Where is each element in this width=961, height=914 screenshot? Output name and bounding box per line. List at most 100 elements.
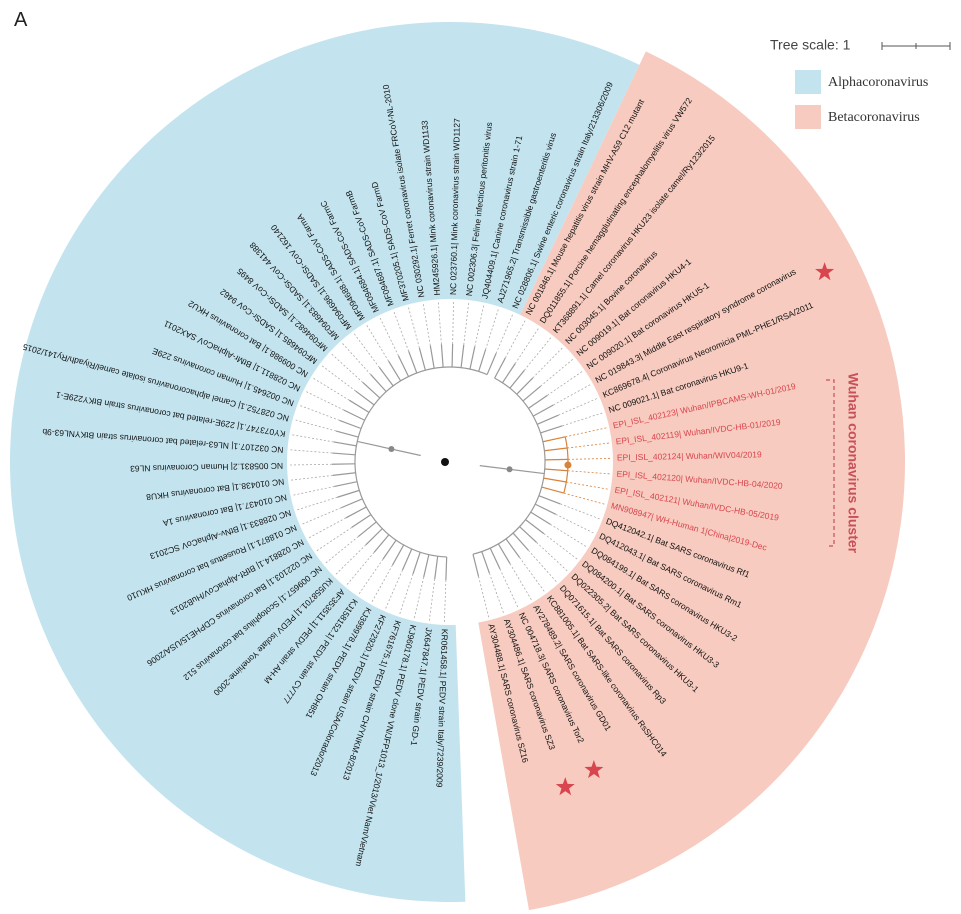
branch [345, 506, 367, 519]
leaf-branch [345, 552, 375, 587]
leaf-branch [495, 312, 514, 354]
leaf-branch [330, 352, 364, 383]
leaf-branch [298, 404, 340, 421]
leaf-branch [413, 576, 425, 621]
branch [530, 511, 551, 525]
leaf-branch [563, 492, 607, 506]
branch [418, 347, 426, 371]
branch [469, 346, 476, 370]
branch [472, 554, 480, 577]
leaf-branch [384, 569, 403, 611]
branch [532, 404, 554, 417]
leaf-branch [567, 442, 611, 449]
leaf-branch [560, 503, 602, 520]
branch [494, 357, 506, 379]
leaf-branch [540, 357, 575, 387]
branch [486, 353, 497, 375]
leaf-branch [536, 542, 569, 573]
clade-arc [354, 366, 488, 558]
panel-label: A [14, 9, 28, 31]
branch [337, 489, 360, 498]
branch [543, 477, 567, 483]
leaf-branch [562, 411, 605, 427]
branch [358, 521, 377, 537]
tree-scale-label: Tree scale: 1 [770, 37, 851, 53]
branch [332, 472, 356, 476]
leaf-branch [407, 305, 420, 349]
branch [423, 554, 430, 578]
cluster-label: Wuhan coronavirus cluster [845, 373, 861, 554]
legend-swatch [795, 105, 821, 129]
leaf-branch [489, 573, 505, 615]
branch [412, 552, 421, 575]
leaf-branch [289, 474, 333, 481]
branch [544, 468, 568, 472]
leaf-branch [290, 434, 334, 443]
leaf-branch [437, 300, 442, 345]
branch [481, 551, 490, 574]
leaf-branch [422, 302, 431, 346]
branch [401, 548, 413, 571]
branch [440, 344, 444, 368]
leaf-branch [352, 331, 380, 368]
leaf-branch [547, 370, 584, 396]
branch [544, 458, 568, 461]
leaf-branch [288, 449, 333, 454]
leaf-branch [519, 557, 546, 594]
cluster-bracket [826, 379, 835, 547]
branch [509, 369, 525, 389]
leaf-branch [288, 463, 333, 466]
branch [333, 441, 357, 447]
branch [429, 345, 435, 369]
branch [497, 543, 511, 564]
wuhan-leaf-label: EPI_ISL_402124| Wuhan/WIV04/2019 [617, 449, 762, 462]
leaf-branch [398, 573, 414, 616]
leaf-branch [528, 549, 558, 584]
leaf-branch [428, 578, 436, 623]
leaf-branch [524, 335, 553, 371]
branch [445, 556, 448, 580]
leaf-branch [334, 544, 367, 576]
leaf-branch [558, 397, 599, 416]
branch [332, 452, 356, 456]
leaf-branch [311, 376, 350, 401]
cluster-node [564, 461, 572, 469]
leaf-branch [567, 457, 612, 460]
node [506, 466, 513, 473]
leaf-branch [474, 303, 485, 347]
branch [525, 519, 545, 535]
branch [540, 425, 563, 434]
star-icon [584, 760, 604, 779]
branch [512, 532, 529, 551]
root [441, 458, 449, 466]
leaf-branch [357, 558, 384, 596]
branch [536, 414, 559, 425]
leaf-branch [514, 326, 540, 364]
leaf-branch [365, 323, 389, 362]
node [388, 446, 395, 453]
leaf-branch [293, 419, 337, 432]
branch [489, 547, 501, 570]
branch [544, 447, 568, 452]
branch [434, 556, 439, 580]
branch [528, 394, 548, 409]
branch [542, 436, 566, 443]
leaf-branch [370, 564, 393, 604]
leaf-branch [485, 307, 500, 350]
branch [362, 382, 381, 399]
star-icon [555, 777, 575, 796]
branch [349, 399, 370, 413]
beta-sector [450, 51, 906, 911]
branch [351, 514, 372, 528]
branch [343, 409, 365, 421]
leaf-branch [443, 579, 447, 624]
branch [541, 486, 564, 494]
leaf-branch [543, 533, 580, 561]
branch [339, 419, 362, 430]
branch [519, 526, 537, 543]
leaf-branch [565, 427, 609, 438]
leaf-branch [555, 513, 596, 535]
scale-bar [881, 42, 951, 50]
branch [378, 367, 394, 387]
branch [505, 538, 520, 558]
